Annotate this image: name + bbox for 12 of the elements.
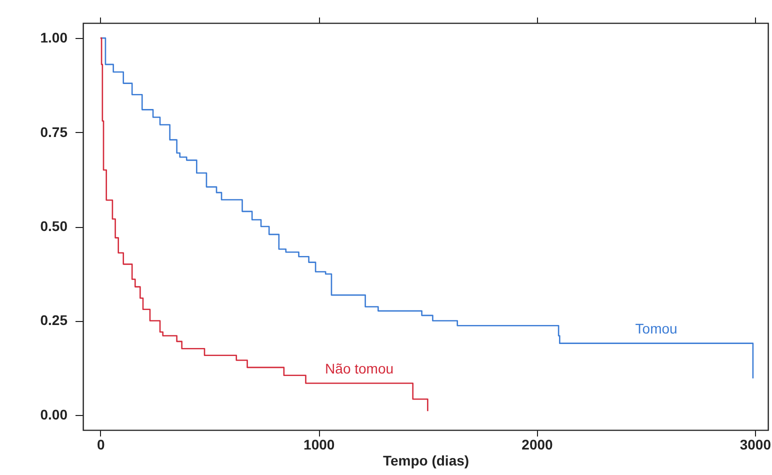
- series-label: Tomou: [635, 320, 678, 336]
- x-tick-label: 0: [97, 436, 106, 452]
- x-axis-title: Tempo (dias): [382, 452, 470, 468]
- y-tick-label: 0.25: [40, 312, 68, 328]
- y-tick-label: 0.50: [40, 218, 68, 234]
- x-tick-label: 2000: [522, 436, 554, 452]
- x-tick-label: 3000: [740, 436, 772, 452]
- x-tick-label: 1000: [304, 436, 335, 452]
- y-tick-label: 1.00: [40, 30, 68, 46]
- y-tick-label: 0.75: [40, 124, 68, 140]
- y-tick-label: 0.00: [40, 406, 68, 422]
- series-label: Não tomou: [325, 360, 394, 376]
